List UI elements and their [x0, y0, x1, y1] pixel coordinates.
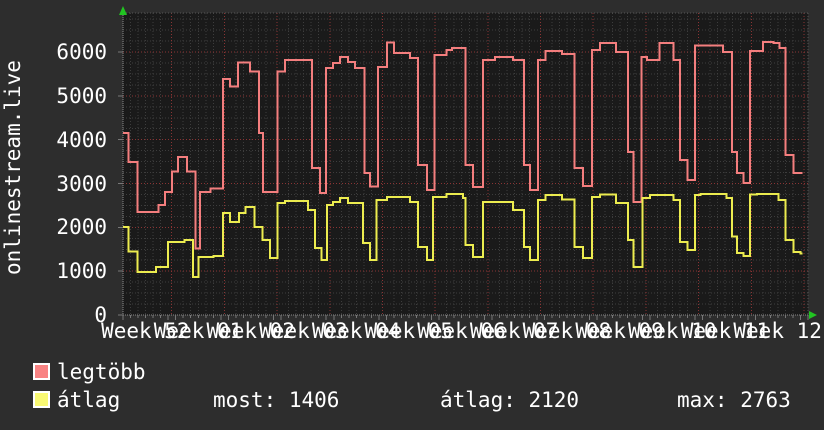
y-tick-label: 6000: [56, 40, 107, 64]
up-arrow-icon: [119, 6, 127, 15]
y-tick-label: 2000: [56, 215, 107, 240]
legend-label-atlag: átlag: [57, 388, 121, 412]
x-tick-label: Week 12: [733, 319, 822, 343]
x-tick-label: Week 01: [153, 319, 243, 343]
y-tick-label: 4000: [56, 127, 107, 152]
x-tick-label: Week 02: [206, 319, 295, 343]
y-tick-label: 3000: [56, 171, 107, 196]
x-tick-label: Week 09: [575, 319, 664, 343]
x-tick-label: Week 07: [469, 319, 559, 343]
x-tick-label: Week 10: [628, 319, 717, 343]
chart-canvas: [118, 6, 817, 320]
right-arrow-icon: [809, 311, 817, 319]
y-tick-label: 0: [94, 303, 107, 327]
legend-swatch-atlag: [33, 391, 50, 408]
legend-label-legtobb: legtöbb: [57, 360, 146, 384]
stat-max: max: 2763: [677, 388, 791, 412]
series-legtobb-line: [123, 40, 803, 250]
x-tick-label: Week 03: [259, 319, 348, 343]
x-tick-label: Week 05: [364, 319, 454, 343]
x-tick-label: Week 06: [417, 319, 506, 343]
stat-most: most: 1406: [213, 388, 340, 412]
y-tick-label: 1000: [56, 259, 107, 284]
x-tick-label: Week 52: [101, 319, 190, 343]
x-tick-label: Week 08: [522, 319, 612, 343]
x-tick-label: Week 04: [311, 319, 401, 343]
series-atlag-line: [123, 192, 803, 278]
legend-swatch-legtobb: [33, 363, 50, 380]
x-tick-label: Week 11: [680, 319, 770, 343]
stat-atlag: átlag: 2120: [440, 388, 580, 412]
y-tick-label: 5000: [56, 83, 107, 108]
